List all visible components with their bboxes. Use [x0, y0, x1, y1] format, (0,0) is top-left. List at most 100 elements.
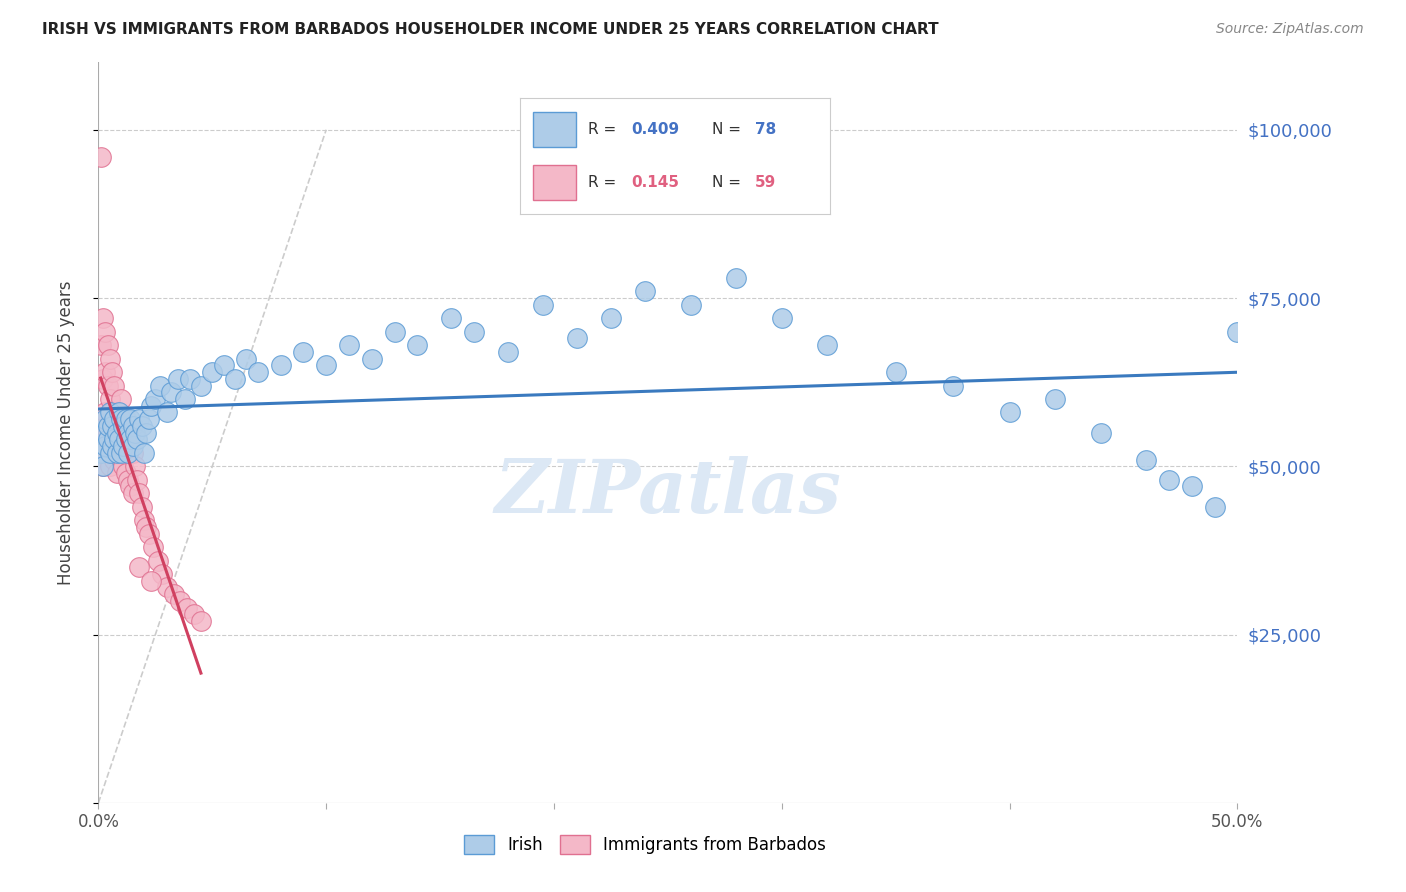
Point [110, 412, 132, 426]
Point [1226, 325, 1249, 339]
Point [98, 459, 121, 474]
Point [108, 412, 131, 426]
Point [110, 446, 132, 460]
Point [114, 412, 136, 426]
Text: Source: ZipAtlas.com: Source: ZipAtlas.com [1216, 22, 1364, 37]
Point [117, 446, 139, 460]
Point [998, 405, 1021, 419]
Point [105, 439, 128, 453]
Point [146, 553, 169, 567]
Point [121, 418, 143, 433]
Point [91, 425, 114, 440]
Point [112, 418, 135, 433]
Point [112, 439, 135, 453]
Point [139, 399, 162, 413]
Point [160, 385, 183, 400]
Bar [533, 112, 576, 147]
Point [98, 351, 121, 366]
Point [94, 325, 117, 339]
Point [105, 446, 128, 460]
Point [167, 372, 190, 386]
Point [679, 298, 702, 312]
Point [114, 425, 136, 440]
Point [138, 412, 160, 426]
Point [96, 338, 118, 352]
Point [135, 520, 157, 534]
Point [1043, 392, 1066, 406]
Point [190, 614, 212, 628]
Point [105, 466, 128, 480]
Point [120, 433, 142, 447]
Point [117, 473, 139, 487]
Point [292, 344, 315, 359]
Point [120, 479, 142, 493]
Point [96, 433, 118, 447]
Point [634, 285, 657, 299]
Point [156, 405, 179, 419]
Point [124, 459, 146, 474]
Point [121, 486, 143, 500]
Point [110, 433, 132, 447]
Point [1157, 473, 1180, 487]
Point [112, 459, 135, 474]
Point [124, 425, 146, 440]
Point [103, 433, 125, 447]
Text: 0.145: 0.145 [631, 175, 679, 190]
Point [105, 425, 128, 440]
Point [138, 526, 160, 541]
Point [103, 452, 125, 467]
Point [884, 365, 907, 379]
Point [183, 607, 205, 622]
Point [1090, 425, 1112, 440]
Point [108, 433, 131, 447]
Point [114, 433, 136, 447]
Point [117, 425, 139, 440]
Point [94, 446, 117, 460]
Point [110, 392, 132, 406]
Point [91, 418, 114, 433]
Point [128, 560, 150, 574]
Text: N =: N = [711, 122, 745, 137]
Point [270, 359, 292, 373]
Point [94, 405, 117, 419]
Point [117, 433, 139, 447]
Point [98, 418, 121, 433]
Point [101, 439, 124, 453]
Point [770, 311, 793, 326]
Point [101, 405, 124, 419]
Point [150, 566, 173, 581]
Point [108, 405, 131, 419]
Point [201, 365, 224, 379]
Point [96, 418, 118, 433]
Point [96, 378, 118, 392]
Point [565, 331, 588, 345]
Point [1204, 500, 1226, 514]
Text: IRISH VS IMMIGRANTS FROM BARBADOS HOUSEHOLDER INCOME UNDER 25 YEARS CORRELATION : IRISH VS IMMIGRANTS FROM BARBADOS HOUSEH… [42, 22, 939, 37]
Point [942, 378, 965, 392]
Point [112, 418, 135, 433]
Point [90, 150, 112, 164]
Point [94, 439, 117, 453]
Point [101, 418, 124, 433]
Point [142, 540, 165, 554]
Point [90, 425, 112, 440]
Point [498, 344, 520, 359]
Bar [533, 165, 576, 200]
Text: 0.409: 0.409 [631, 122, 679, 137]
Point [105, 405, 128, 419]
Text: 78: 78 [755, 122, 776, 137]
Point [94, 412, 117, 426]
Point [98, 405, 121, 419]
Point [91, 311, 114, 326]
Point [101, 439, 124, 453]
Point [600, 311, 623, 326]
Point [176, 600, 198, 615]
Point [120, 412, 142, 426]
Point [169, 594, 191, 608]
Point [156, 581, 179, 595]
Point [98, 446, 121, 460]
Point [162, 587, 184, 601]
Point [149, 378, 172, 392]
Point [132, 446, 155, 460]
Point [145, 392, 167, 406]
